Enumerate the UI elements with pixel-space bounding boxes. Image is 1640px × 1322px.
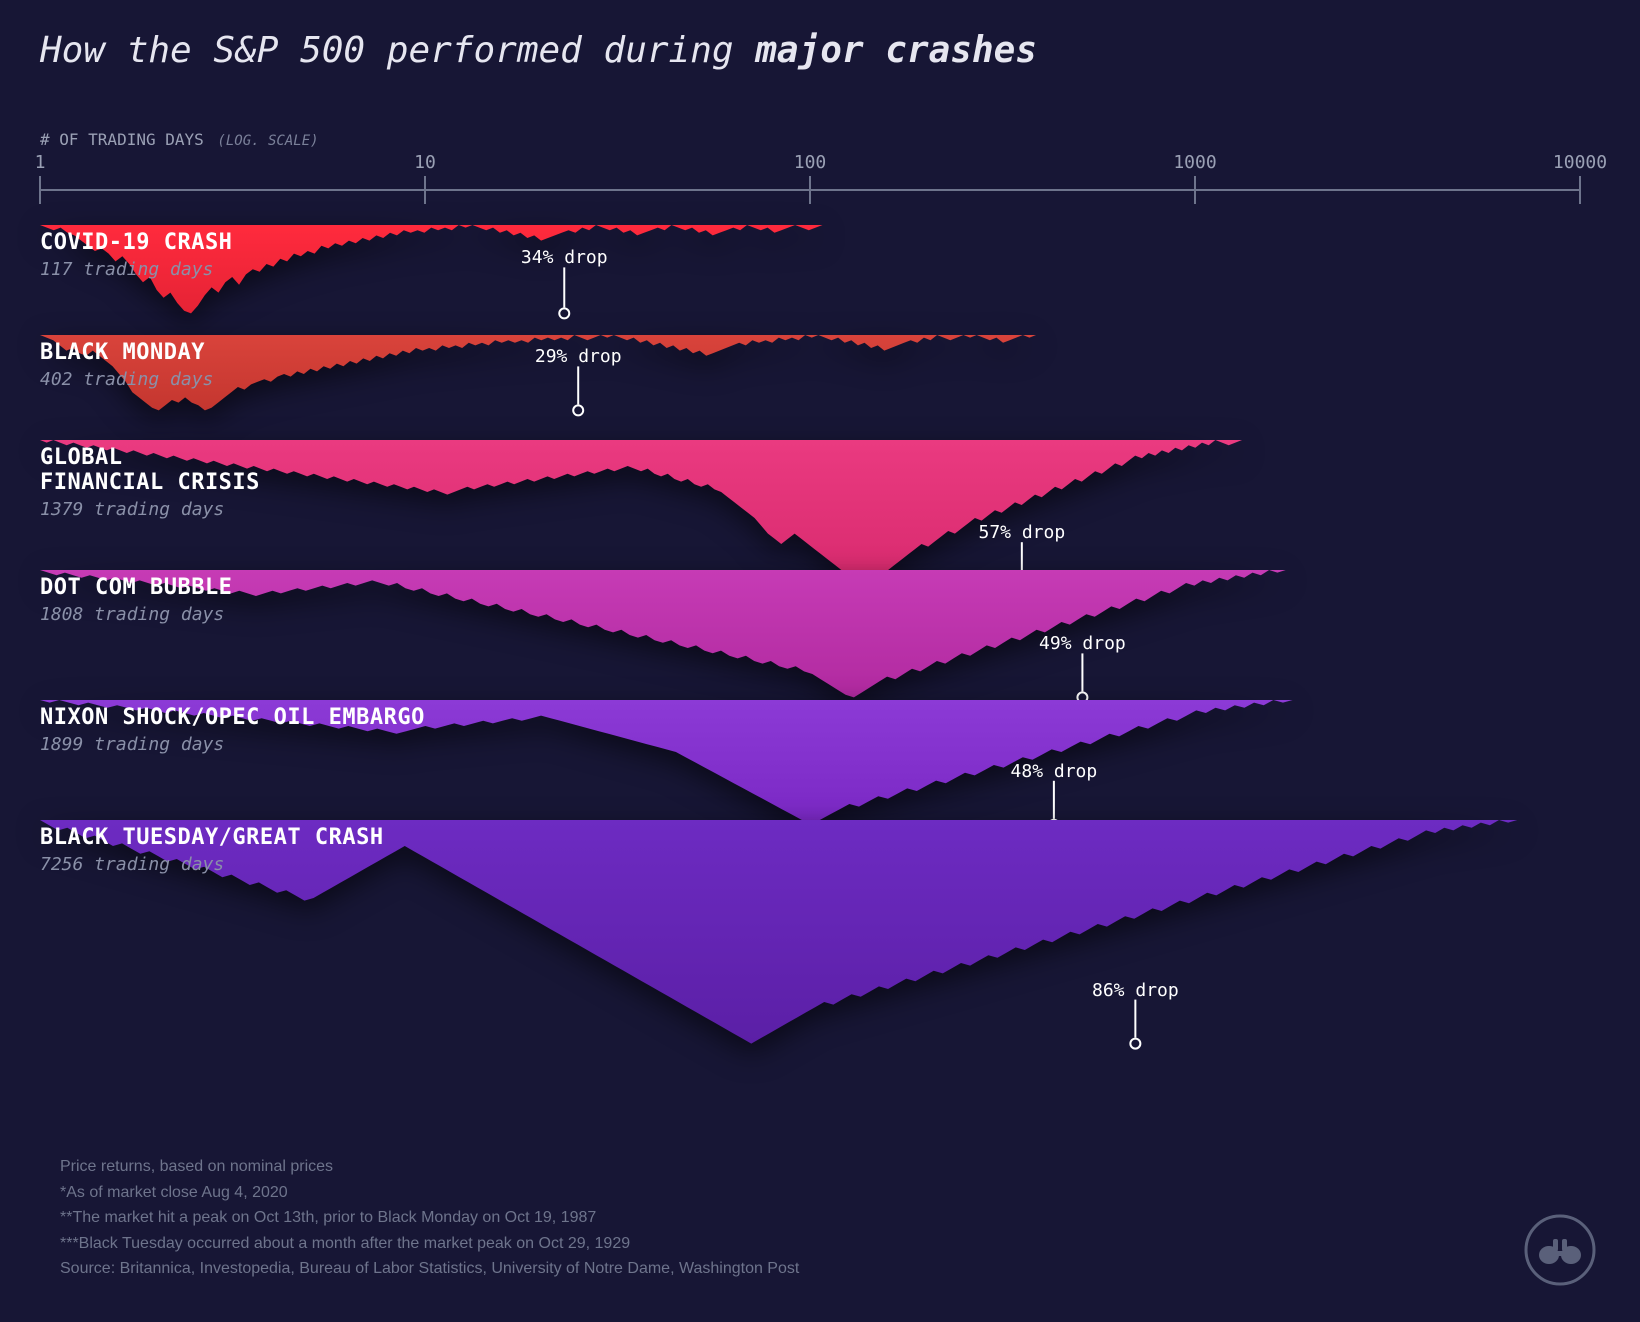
footer-notes: Price returns, based on nominal prices*A… — [60, 1154, 799, 1282]
footer-line: *As of market close Aug 4, 2020 — [60, 1180, 799, 1206]
footer-line: Source: Britannica, Investopedia, Bureau… — [60, 1256, 799, 1282]
footer-line: **The market hit a peak on Oct 13th, pri… — [60, 1205, 799, 1231]
footer-line: ***Black Tuesday occurred about a month … — [60, 1231, 799, 1257]
drop-label: 86% drop — [1092, 980, 1179, 1001]
infographic-root: How the S&P 500 performed during major c… — [0, 0, 1640, 1322]
drop-annotation-greatcrash — [0, 0, 1640, 1322]
source-logo-icon — [1515, 1205, 1605, 1295]
footer-line: Price returns, based on nominal prices — [60, 1154, 799, 1180]
